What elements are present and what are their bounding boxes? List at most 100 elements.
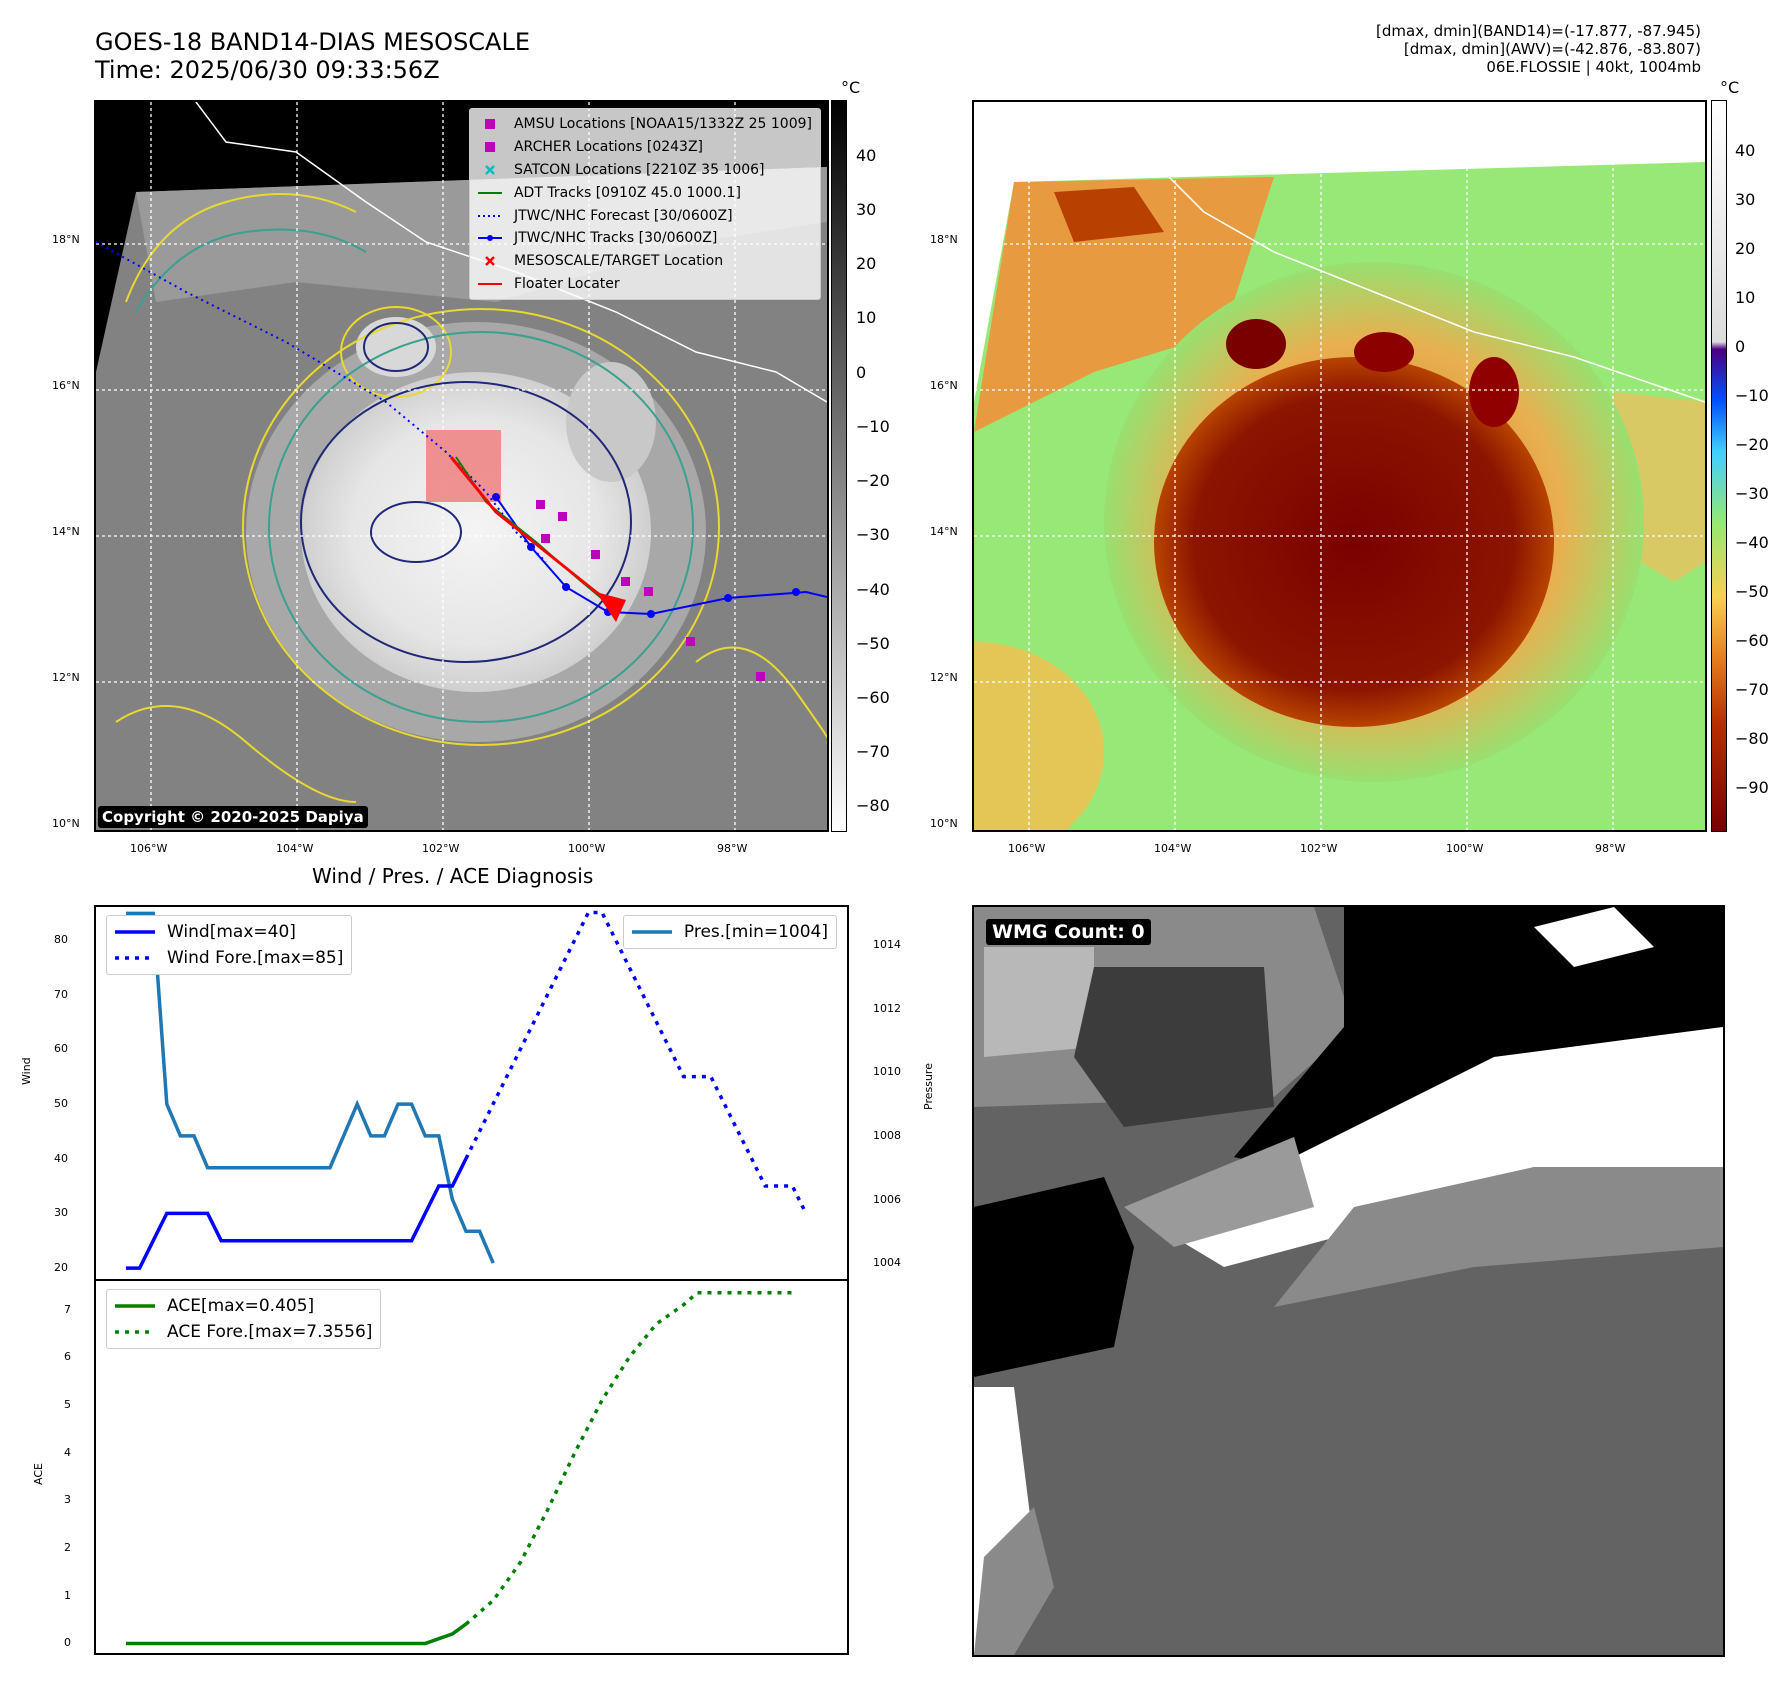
lat-label-18n: 18°N xyxy=(52,233,80,246)
lat-label-10n: 10°N xyxy=(930,817,958,830)
wind-forecast-series-line xyxy=(464,910,808,1215)
dotted-line-icon xyxy=(115,1329,155,1335)
ace-series-line xyxy=(126,1622,468,1646)
legend-item-ace-forecast: ACE Fore.[max=7.3556] xyxy=(115,1319,372,1345)
solid-line-icon xyxy=(631,929,672,935)
awv-cb-tick: −80 xyxy=(1735,729,1769,748)
legend-item-forecast: JTWC/NHC Forecast [30/0600Z] xyxy=(477,204,812,227)
wind-tick-label: 80 xyxy=(54,932,68,946)
page-title: GOES-18 BAND14-DIAS MESOSCALE xyxy=(95,28,531,56)
pressure-tick-label: 1008 xyxy=(873,1128,901,1142)
square-marker-icon xyxy=(478,119,502,130)
awv-cb-tick: −70 xyxy=(1735,680,1769,699)
legend-item-ace: ACE[max=0.405] xyxy=(115,1293,372,1319)
pressure-legend: Pres.[min=1004] xyxy=(622,915,837,949)
awv-cb-tick: −60 xyxy=(1735,631,1769,650)
square-marker-icon xyxy=(478,142,502,153)
wind-tick-label: 70 xyxy=(54,987,68,1001)
wind-legend: Wind[max=40] Wind Fore.[max=85] xyxy=(106,915,353,975)
ace-legend: ACE[max=0.405] ACE Fore.[max=7.3556] xyxy=(106,1289,382,1349)
wind-tick-label: 40 xyxy=(54,1151,68,1165)
awv-cb-tick: −90 xyxy=(1735,778,1769,797)
ir-cb-tick: −20 xyxy=(856,471,890,490)
lon-label-100w: 100°W xyxy=(1446,842,1484,855)
wind-tick-label: 50 xyxy=(54,1096,68,1110)
lat-label-10n: 10°N xyxy=(52,817,80,830)
lon-label-98w: 98°W xyxy=(717,842,748,855)
awv-map-image xyxy=(974,102,1705,830)
wmg-image xyxy=(974,907,1723,1655)
pressure-tick-label: 1010 xyxy=(873,1065,901,1079)
wmg-panel: WMG Count: 0 xyxy=(972,905,1725,1657)
lon-label-100w: 100°W xyxy=(568,842,606,855)
lon-label-102w: 102°W xyxy=(1300,842,1338,855)
legend-item-target: MESOSCALE/TARGET Location xyxy=(478,250,812,273)
lon-label-104w: 104°W xyxy=(276,842,314,855)
legend-item-wind: Wind[max=40] xyxy=(115,919,343,945)
awv-cb-tick: −20 xyxy=(1735,435,1769,454)
ace-ylabel: ACE xyxy=(32,1463,45,1485)
x-marker-icon xyxy=(478,256,502,267)
ace-tick-label: 7 xyxy=(64,1302,71,1316)
awv-colorbar-unit: °C xyxy=(1720,78,1740,97)
lon-label-104w: 104°W xyxy=(1154,842,1192,855)
ace-tick-label: 6 xyxy=(64,1350,71,1364)
lat-label-14n: 14°N xyxy=(930,525,958,538)
ir-cb-tick: 40 xyxy=(856,146,877,165)
ace-plot: ACE[max=0.405] ACE Fore.[max=7.3556] xyxy=(94,1279,849,1655)
ir-cb-tick: −30 xyxy=(856,525,890,544)
legend-item-adt: ADT Tracks [0910Z 45.0 1000.1] xyxy=(477,181,812,204)
wmg-count-label: WMG Count: 0 xyxy=(986,919,1151,945)
diagnosis-title: Wind / Pres. / ACE Diagnosis xyxy=(312,864,594,888)
solid-line-icon xyxy=(115,929,155,935)
pressure-tick-label: 1004 xyxy=(873,1256,901,1270)
awv-colorbar xyxy=(1711,100,1727,832)
ace-tick-label: 1 xyxy=(64,1588,71,1602)
legend-item-satcon: SATCON Locations [2210Z 35 1006] xyxy=(478,159,812,182)
dotted-line-icon xyxy=(115,955,155,961)
ir-cb-tick: −80 xyxy=(856,796,890,815)
lat-label-16n: 16°N xyxy=(930,379,958,392)
dotted-line-icon xyxy=(477,214,502,218)
dmax-awv-info: [dmax, dmin](AWV)=(-42.876, -83.807) xyxy=(1403,40,1701,58)
legend-item-floater: Floater Locater xyxy=(477,273,812,296)
awv-cb-tick: 10 xyxy=(1735,288,1756,307)
lat-label-12n: 12°N xyxy=(930,671,958,684)
lon-label-102w: 102°W xyxy=(422,842,460,855)
ir-colorbar-unit: °C xyxy=(841,78,861,97)
awv-map-panel xyxy=(972,100,1707,832)
line-dot-icon xyxy=(477,234,502,242)
time-title: Time: 2025/06/30 09:33:56Z xyxy=(95,56,440,84)
awv-cb-tick: −10 xyxy=(1735,386,1769,405)
lon-label-106w: 106°W xyxy=(130,842,168,855)
awv-cb-tick: 40 xyxy=(1735,141,1756,160)
wind-tick-label: 20 xyxy=(54,1261,68,1275)
lat-label-12n: 12°N xyxy=(52,671,80,684)
legend-item-wind-forecast: Wind Fore.[max=85] xyxy=(115,945,343,971)
awv-cb-tick: 0 xyxy=(1735,337,1746,356)
pressure-tick-label: 1014 xyxy=(873,938,901,952)
ir-cb-tick: −40 xyxy=(856,580,890,599)
x-marker-icon xyxy=(478,165,502,175)
lon-label-106w: 106°W xyxy=(1008,842,1046,855)
pressure-tick-label: 1006 xyxy=(873,1192,901,1206)
line-marker-icon xyxy=(477,282,502,286)
ir-cb-tick: −70 xyxy=(856,742,890,761)
awv-cb-tick: 30 xyxy=(1735,190,1756,209)
ace-tick-label: 5 xyxy=(64,1398,71,1411)
ir-colorbar xyxy=(831,100,847,832)
wind-ylabel: Wind xyxy=(20,1057,33,1085)
ir-cb-tick: −60 xyxy=(856,688,890,707)
awv-cb-tick: −50 xyxy=(1735,582,1769,601)
ir-map-legend: AMSU Locations [NOAA15/1332Z 25 1009] AR… xyxy=(468,108,821,301)
ir-cb-tick: −50 xyxy=(856,634,890,653)
pressure-tick-label: 1012 xyxy=(873,1001,901,1015)
awv-cb-tick: −40 xyxy=(1735,533,1769,552)
pressure-series-line xyxy=(126,911,495,1264)
ace-tick-label: 3 xyxy=(64,1493,71,1507)
ir-map-panel: AMSU Locations [NOAA15/1332Z 25 1009] AR… xyxy=(94,100,829,832)
ir-cb-tick: 30 xyxy=(856,200,877,219)
ir-cb-tick: −10 xyxy=(856,417,890,436)
lat-label-16n: 16°N xyxy=(52,379,80,392)
solid-line-icon xyxy=(115,1303,155,1309)
